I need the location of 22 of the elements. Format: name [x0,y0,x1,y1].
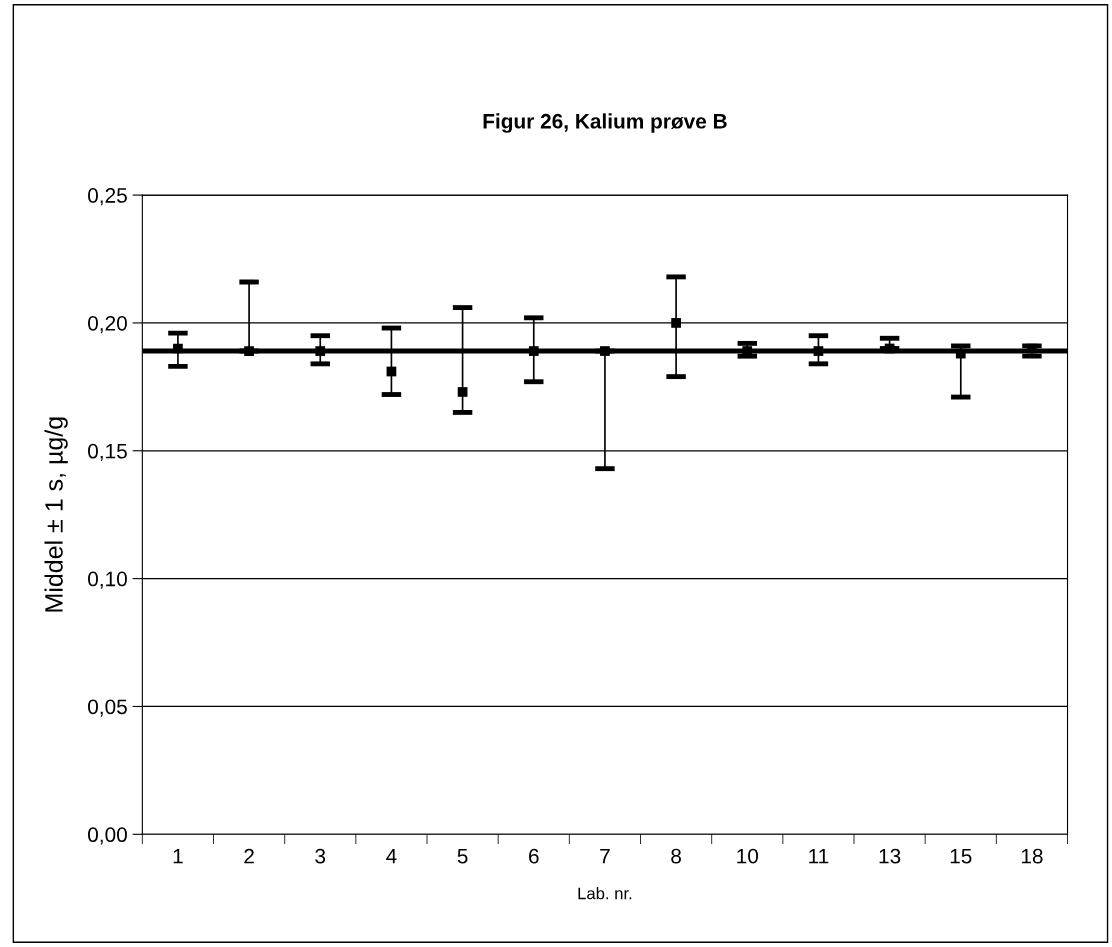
y-tick-label: 0,20 [88,315,127,334]
x-tick-label: 8 [671,848,681,864]
x-tick-label: 11 [809,848,829,864]
x-axis-title: Lab. nr. [578,887,632,900]
y-tick-label: 0,05 [88,699,127,717]
x-tick-label: 13 [879,848,901,864]
x-tick-label: 5 [457,848,468,864]
y-tick-label: 0,25 [88,188,127,206]
x-tick-label: 2 [244,848,254,864]
x-tick-label: 1 [173,848,183,864]
x-tick-label: 10 [737,848,759,864]
x-tick-label: 4 [386,848,397,864]
x-tick-label: 6 [529,848,539,864]
y-tick-label: 0,00 [88,827,127,845]
x-tick-label: 15 [950,848,972,864]
x-tick-label: 7 [600,848,610,864]
chart-title: Figur 26, Kalium prøve B [483,113,727,133]
y-axis-title: Middel ± 1 s, µg/g [44,417,68,612]
y-tick-label: 0,10 [88,571,127,589]
y-tick-label: 0,15 [88,443,127,461]
x-tick-label: 3 [315,848,326,864]
x-tick-label: 18 [1021,848,1043,864]
